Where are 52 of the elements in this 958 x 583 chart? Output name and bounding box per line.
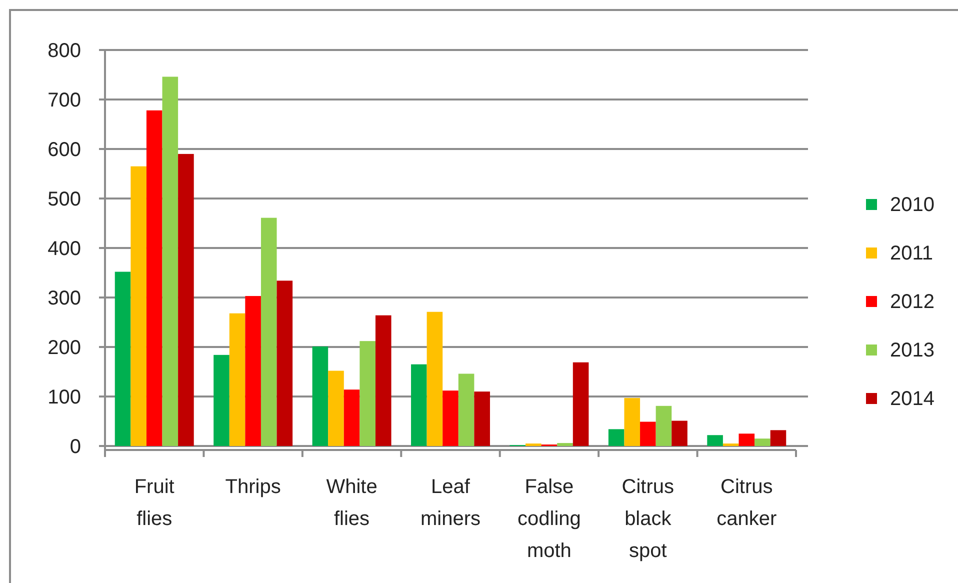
bar: [276, 280, 293, 446]
bar: [245, 296, 261, 446]
y-tick-label: 0: [70, 436, 81, 458]
bar: [312, 346, 328, 446]
y-tick-label: 100: [48, 386, 81, 408]
y-tick-label: 700: [48, 90, 81, 112]
bar: [738, 434, 755, 446]
bar: [360, 341, 376, 446]
x-tick-label: White flies: [326, 476, 378, 530]
bar: [426, 312, 443, 446]
bar: [640, 422, 656, 446]
bar: [608, 429, 624, 446]
bar: [474, 392, 490, 446]
bar: [130, 166, 146, 446]
y-tick-label: 600: [48, 139, 81, 161]
bar: [229, 313, 246, 446]
legend-label: 2013: [890, 340, 934, 362]
bar: [162, 76, 178, 446]
x-tick-label: False codling moth: [518, 476, 581, 562]
x-tick-label: Citrus black spot: [622, 476, 674, 562]
y-tick-label: 200: [48, 337, 81, 359]
bar: [328, 370, 344, 446]
y-tick-label: 400: [48, 238, 81, 260]
y-tick-label: 800: [48, 40, 81, 62]
bar: [442, 390, 458, 446]
bar: [411, 364, 427, 446]
bar: [178, 154, 194, 446]
y-tick-label: 500: [48, 188, 81, 210]
x-tick-label: Fruit flies: [134, 476, 175, 530]
x-tick-label: Citrus canker: [716, 476, 777, 530]
bar: [707, 435, 723, 446]
bar: [672, 420, 688, 446]
legend-label: 2012: [890, 291, 934, 313]
legend-label: 2010: [890, 194, 934, 216]
bar: [572, 362, 589, 446]
legend-label: 2014: [890, 388, 934, 410]
legend-label: 2011: [890, 242, 934, 264]
x-tick-label: Thrips: [225, 476, 281, 498]
bar: [114, 272, 131, 446]
y-tick-label: 300: [48, 288, 81, 310]
bar: [656, 406, 672, 446]
bar: [770, 430, 786, 446]
bar: [214, 354, 230, 446]
bar: [260, 218, 277, 446]
bar: [458, 374, 474, 446]
bar: [557, 443, 573, 446]
bar: [344, 390, 360, 446]
bar: [146, 110, 162, 446]
bar: [624, 398, 640, 446]
bar: [375, 315, 392, 446]
bar: [754, 438, 770, 446]
x-tick-label: Leaf miners: [420, 476, 481, 530]
